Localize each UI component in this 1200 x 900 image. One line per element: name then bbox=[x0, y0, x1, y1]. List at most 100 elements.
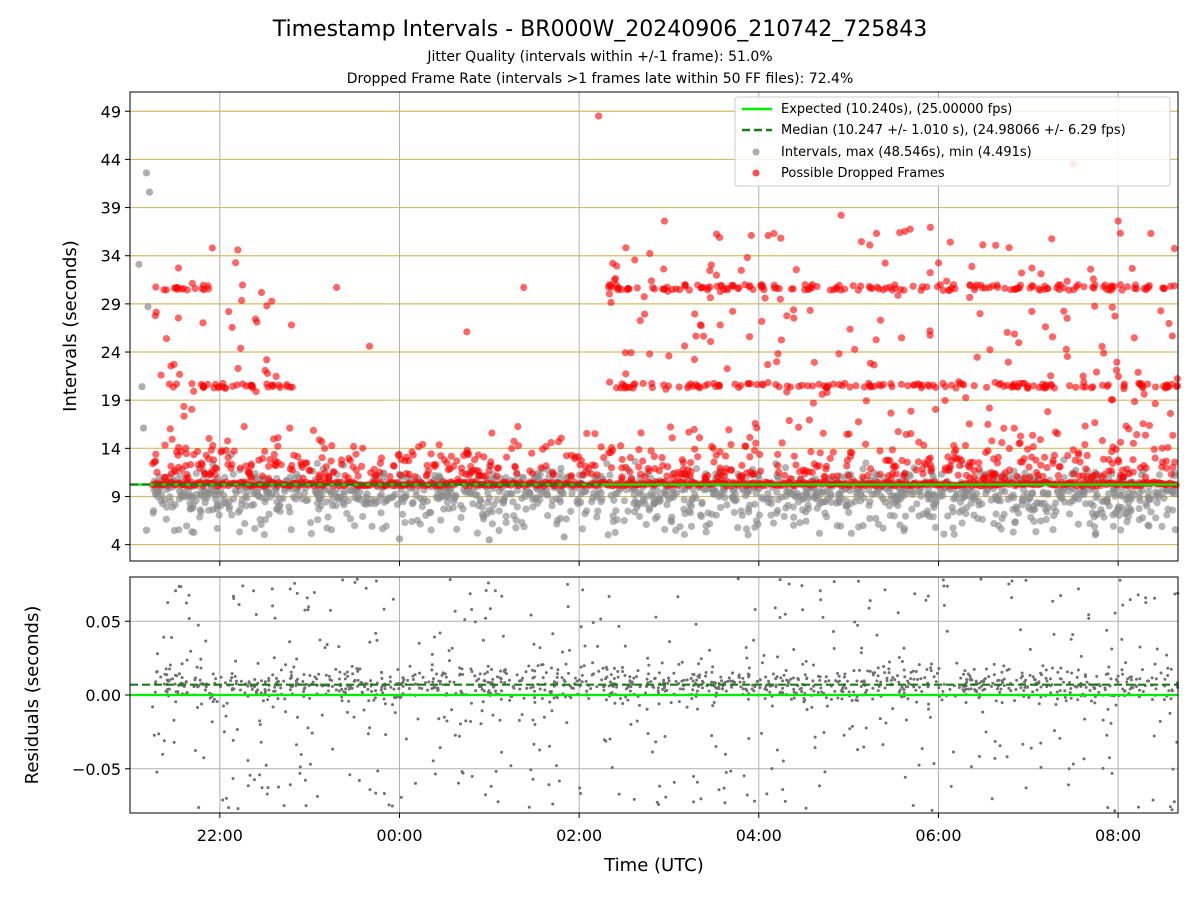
residual-point bbox=[294, 679, 298, 683]
residual-point bbox=[372, 698, 376, 702]
dropped-frame-point bbox=[662, 385, 670, 393]
interval-point bbox=[1117, 526, 1125, 534]
dropped-frame-point bbox=[1129, 439, 1138, 447]
residual-point bbox=[873, 671, 877, 675]
interval-point bbox=[478, 503, 486, 511]
residual-point bbox=[876, 666, 880, 670]
dropped-frame-point bbox=[746, 433, 754, 442]
residual-point bbox=[691, 672, 695, 676]
residual-point bbox=[969, 687, 973, 691]
residual-point bbox=[288, 783, 292, 787]
interval-point bbox=[459, 505, 467, 513]
dropped-frame-point bbox=[786, 475, 794, 483]
interval-point bbox=[286, 508, 294, 516]
dropped-frame-point bbox=[681, 342, 689, 350]
interval-point bbox=[635, 512, 644, 521]
dropped-frame-point bbox=[286, 424, 294, 432]
residual-point bbox=[955, 661, 959, 665]
interval-point bbox=[913, 500, 921, 508]
residuals-y-tick-label: −0.05 bbox=[72, 760, 121, 779]
residual-point bbox=[230, 676, 234, 680]
residual-point bbox=[566, 582, 570, 586]
interval-point bbox=[553, 495, 561, 503]
residual-point bbox=[411, 674, 415, 678]
residual-point bbox=[621, 701, 625, 705]
residual-point bbox=[699, 797, 703, 801]
interval-point bbox=[485, 506, 493, 514]
dropped-frame-point bbox=[1018, 458, 1026, 466]
residual-point bbox=[948, 687, 952, 691]
residual-point bbox=[635, 719, 639, 723]
interval-point bbox=[1145, 488, 1153, 497]
residual-point bbox=[252, 589, 256, 593]
residual-point bbox=[430, 652, 434, 656]
residual-point bbox=[548, 744, 552, 748]
interval-point bbox=[686, 509, 695, 517]
residual-point bbox=[394, 696, 398, 700]
residual-point bbox=[258, 719, 262, 723]
residual-point bbox=[531, 777, 535, 781]
residual-point bbox=[1045, 679, 1049, 683]
residual-point bbox=[731, 680, 735, 684]
residual-point bbox=[1069, 686, 1073, 690]
dropped-frame-point bbox=[750, 446, 759, 455]
residual-point bbox=[1150, 676, 1154, 680]
residual-point bbox=[264, 763, 268, 767]
interval-outlier-point bbox=[139, 424, 148, 432]
interval-point bbox=[588, 498, 596, 506]
dropped-frame-point bbox=[315, 471, 323, 479]
intervals-axes-frame bbox=[129, 91, 1179, 562]
interval-point bbox=[811, 491, 819, 499]
residual-point bbox=[231, 687, 235, 691]
residual-point bbox=[700, 679, 704, 683]
residual-point bbox=[932, 762, 936, 766]
interval-point bbox=[387, 494, 396, 502]
dropped-frame-point bbox=[581, 462, 590, 470]
dropped-frame-point bbox=[611, 274, 620, 283]
interval-point bbox=[196, 506, 204, 514]
residual-point bbox=[850, 724, 854, 728]
dropped-frame-point bbox=[951, 454, 959, 462]
residual-point bbox=[595, 685, 599, 689]
residual-point bbox=[1172, 800, 1176, 804]
interval-point bbox=[950, 530, 958, 538]
residual-point bbox=[282, 804, 286, 808]
residual-point bbox=[197, 805, 201, 809]
residual-point bbox=[430, 668, 434, 672]
residual-point bbox=[307, 605, 311, 609]
residual-point bbox=[724, 771, 728, 775]
residual-point bbox=[924, 598, 928, 602]
residual-point bbox=[747, 666, 751, 670]
residual-point bbox=[935, 671, 939, 675]
interval-point bbox=[968, 487, 976, 496]
interval-point bbox=[734, 523, 742, 532]
dropped-frame-point bbox=[932, 383, 940, 392]
interval-point bbox=[502, 512, 510, 520]
dropped-frame-point bbox=[969, 458, 977, 466]
interval-point bbox=[606, 471, 614, 479]
dropped-frame-point bbox=[453, 457, 461, 465]
dropped-frame-point bbox=[265, 462, 273, 470]
dropped-frame-point bbox=[153, 468, 161, 476]
residual-point bbox=[155, 670, 159, 674]
residual-point bbox=[223, 681, 227, 685]
residual-point bbox=[424, 681, 428, 685]
residual-point bbox=[1133, 683, 1137, 687]
residual-point bbox=[865, 688, 869, 692]
dropped-frame-point bbox=[1043, 464, 1051, 472]
dropped-frame-point bbox=[1016, 432, 1025, 440]
dropped-frame-point bbox=[738, 461, 746, 470]
dropped-frame-point bbox=[794, 423, 803, 431]
dropped-frame-point bbox=[956, 461, 964, 470]
residual-point bbox=[941, 689, 945, 693]
residual-point bbox=[917, 663, 921, 667]
interval-point bbox=[773, 488, 781, 496]
dropped-frame-point bbox=[737, 266, 745, 274]
residual-point bbox=[1105, 733, 1109, 737]
interval-point bbox=[1114, 503, 1123, 511]
residual-point bbox=[853, 620, 857, 624]
residual-point bbox=[728, 679, 732, 683]
interval-point bbox=[755, 511, 763, 519]
residual-point bbox=[231, 777, 235, 781]
